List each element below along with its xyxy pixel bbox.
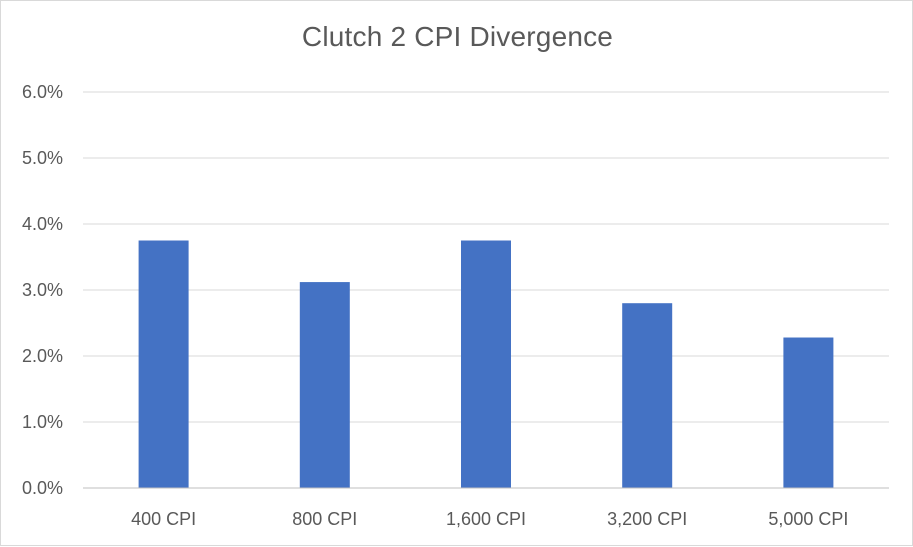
y-tick-label: 1.0% [22,412,63,432]
chart-title: Clutch 2 CPI Divergence [301,21,614,52]
bar [783,337,834,488]
y-tick-label: 6.0% [22,82,63,102]
y-tick-label: 2.0% [22,346,63,366]
bar [622,303,673,488]
x-tick-label: 800 CPI [292,509,357,529]
x-tick-label: 400 CPI [131,509,196,529]
x-tick-label: 5,000 CPI [768,509,848,529]
y-tick-label: 4.0% [22,214,63,234]
y-tick-label: 5.0% [22,148,63,168]
x-tick-label: 1,600 CPI [446,509,526,529]
bar [299,282,350,488]
x-tick-label: 3,200 CPI [607,509,687,529]
y-tick-label: 3.0% [22,280,63,300]
y-tick-label: 0.0% [22,478,63,498]
bar [461,240,511,488]
bar [138,240,189,488]
